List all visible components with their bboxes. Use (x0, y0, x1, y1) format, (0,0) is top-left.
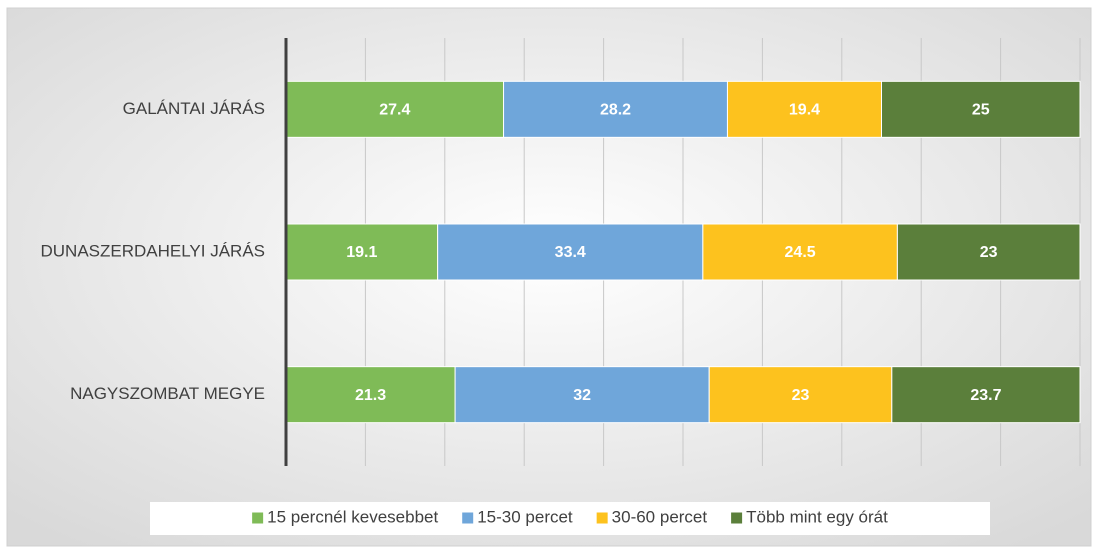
data-label: 21.3 (355, 387, 386, 404)
data-label: 24.5 (785, 244, 816, 261)
data-label: 25 (972, 102, 990, 119)
data-label: 23 (980, 244, 998, 261)
legend-swatch (596, 512, 608, 524)
legend-label: 15-30 percet (477, 507, 573, 526)
legend-swatch (731, 512, 743, 524)
bar-segment (702, 223, 898, 281)
bar-segment (891, 366, 1081, 424)
y-tick-label: DUNASZERDAHELYI JÁRÁS (40, 241, 265, 260)
bar-segment (437, 223, 704, 281)
data-label: 33.4 (555, 244, 586, 261)
legend-swatch (252, 512, 264, 524)
data-label: 28.2 (600, 102, 631, 119)
legend-label: 30-60 percet (612, 507, 708, 526)
legend-label: 15 percnél kevesebbet (267, 507, 438, 526)
legend-label: Több mint egy órát (746, 507, 888, 526)
bar-segment (454, 366, 710, 424)
data-label: 19.1 (346, 244, 377, 261)
legend-swatch (462, 512, 474, 524)
bar-segment (503, 80, 728, 138)
y-tick-label: NAGYSZOMBAT MEGYE (70, 384, 265, 403)
bar-segment (708, 366, 893, 424)
data-label: 23.7 (970, 387, 1001, 404)
y-tick-label: GALÁNTAI JÁRÁS (123, 99, 265, 118)
bar-segment (896, 223, 1081, 281)
data-label: 19.4 (789, 102, 820, 119)
data-label: 32 (573, 387, 591, 404)
data-label: 23 (792, 387, 810, 404)
legend-box (150, 502, 990, 535)
data-label: 27.4 (379, 102, 410, 119)
bar-segment (881, 80, 1081, 138)
